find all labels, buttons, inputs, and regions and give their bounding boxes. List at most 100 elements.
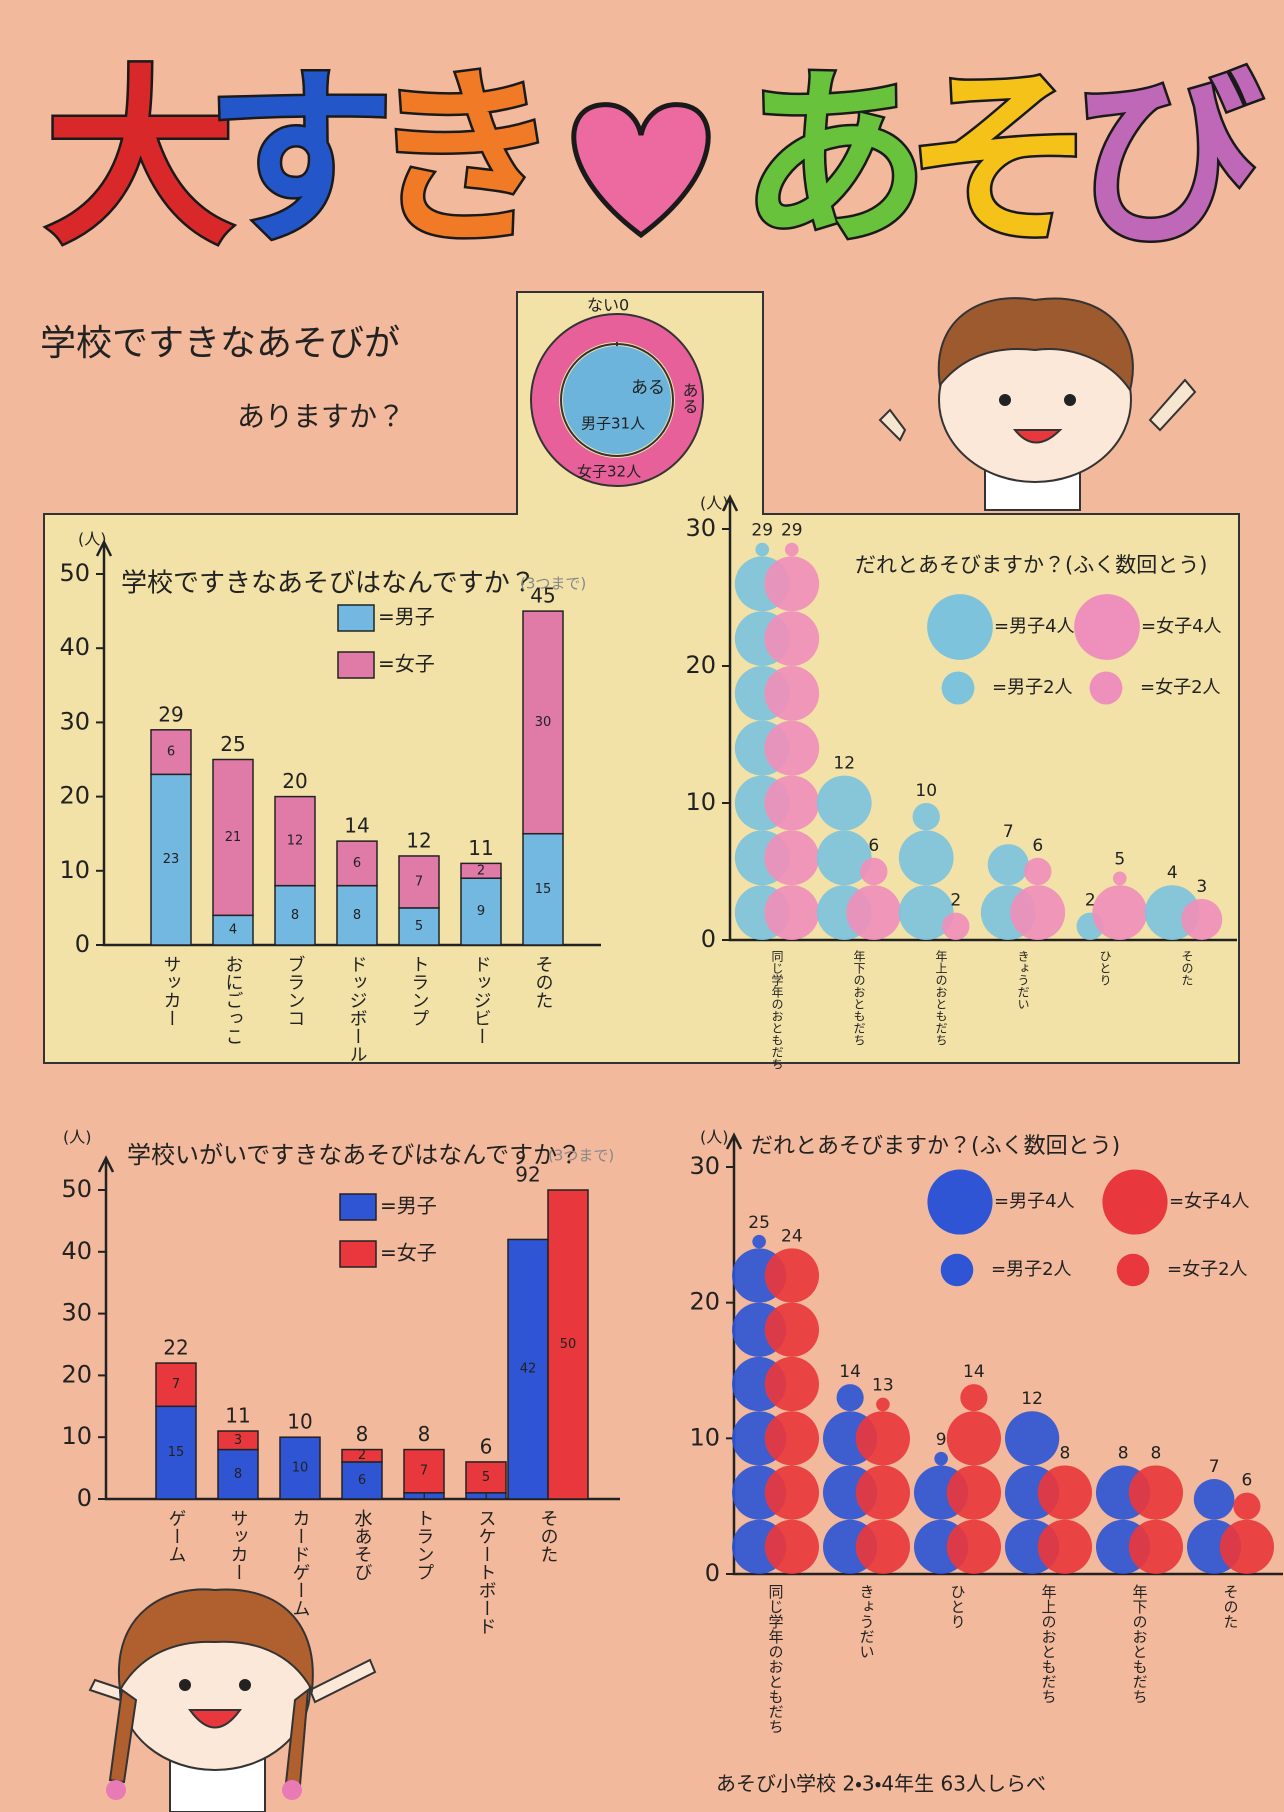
bar [274,884,316,946]
x-tick-label: 水あそび [352,1509,373,1581]
x-tick-label: おにごっこ [223,955,244,1045]
x-tick-label: きょうだい [858,1584,876,1659]
legend-marker [941,671,975,705]
bubble [898,885,954,940]
legend-marker [1089,671,1123,705]
y-unit: (人) [78,530,107,549]
x-tick-label: トランプ [414,1509,435,1581]
value-label: 12 [287,834,304,849]
total-label: 10 [287,1410,312,1434]
y-tick-label: 0 [75,930,90,958]
legend-marker [940,1253,974,1287]
total-label: 92 [515,1163,540,1187]
legend-marker [927,594,993,660]
x-tick-label: そのた [538,1509,559,1563]
bubble [946,1465,1002,1520]
question: 学校ですきなあそびが [40,323,400,364]
donut-outline [530,313,704,487]
value-label: 5 [1114,850,1125,870]
bubble [846,885,902,940]
bar [212,914,254,946]
value-label: 14 [963,1362,985,1382]
total-label: 11 [468,836,493,860]
bubble-stack [942,912,970,940]
bubble [764,1302,820,1357]
heart [571,102,711,239]
y-tick-label: 0 [701,925,716,953]
y-tick-label: 10 [685,788,716,816]
bar [155,1405,197,1500]
bar [341,1448,383,1463]
bubble [855,1465,911,1520]
value-label: 24 [781,1226,803,1246]
bubble-stack [846,857,902,940]
bubble [764,1465,820,1520]
bubble [898,830,954,886]
legend-label: =女子 [380,1241,437,1265]
bubble [1037,1519,1093,1575]
total-label: 29 [158,702,183,726]
bar [460,877,502,946]
value-label: 50 [560,1337,577,1352]
question: ありますか？ [237,400,405,433]
bar [460,862,502,879]
x-tick-label: 同じ学年のおともだち [767,1584,785,1734]
x-tick-label: サッカー [161,955,182,1027]
bubble [987,844,1029,886]
bubble [764,666,820,721]
value-label: 8 [353,908,361,923]
x-tick-label: サッカー [228,1509,249,1581]
chart-title: だれとあそびますか？(ふく数回とう) [855,553,1207,577]
value-label: 23 [163,852,180,867]
legend-label: =女子2人 [1140,677,1221,698]
bubble [876,1397,890,1412]
x-tick-label: ドッジビー [471,955,492,1045]
bar [341,1461,383,1500]
value-label: 30 [535,715,552,730]
value-label: 6 [1032,836,1043,856]
y-tick-label: 50 [61,1175,92,1203]
bubble-stack [816,775,872,940]
bar [522,610,564,835]
value-label: 7 [1003,822,1014,842]
legend-label: =男子 [378,605,435,629]
total-label: 8 [418,1422,431,1446]
value-label: 6 [868,836,879,856]
x-tick-label: ブランコ [285,955,306,1027]
total-label: 8 [356,1422,369,1446]
x-tick-label: 年上のおともだち [934,950,948,1046]
total-label: 12 [406,828,431,852]
value-label: 29 [781,521,803,541]
value-label: 3 [234,1433,242,1448]
boy-drawing [878,297,1197,511]
value-label: 8 [1150,1443,1161,1463]
y-tick-label: 30 [685,514,716,542]
x-tick-label: ゲーム [166,1509,187,1563]
bar [217,1448,259,1500]
bubble [860,857,888,886]
value-label: 6 [353,856,361,871]
donut-outline [560,343,674,457]
value-label: 1 [420,1488,428,1503]
bubble [1219,1519,1275,1575]
x-tick-label: ひとり [949,1584,967,1629]
bubble [855,1411,911,1466]
value-label: 29 [751,521,773,541]
footer: あそび小学校 2・3・4年生 63人しらべ [716,1772,1046,1796]
x-tick-label: スケートボード [476,1509,497,1635]
x-tick-label: トランプ [409,955,430,1027]
bar [274,795,316,887]
legend-swatch [339,1240,377,1268]
legend-swatch [337,604,375,632]
bar [547,1189,589,1500]
legend-swatch [339,1193,377,1221]
value-label: 2 [950,891,961,911]
value-label: 4 [1167,863,1178,883]
value-label: 5 [482,1470,490,1485]
bubble-stack [946,1384,1002,1575]
value-label: 7 [1209,1457,1220,1477]
bubble-stack [1219,1492,1275,1575]
bubble [1037,1465,1093,1520]
legend-label: =女子 [378,652,435,676]
donut-label: 女子32人 [577,463,641,481]
